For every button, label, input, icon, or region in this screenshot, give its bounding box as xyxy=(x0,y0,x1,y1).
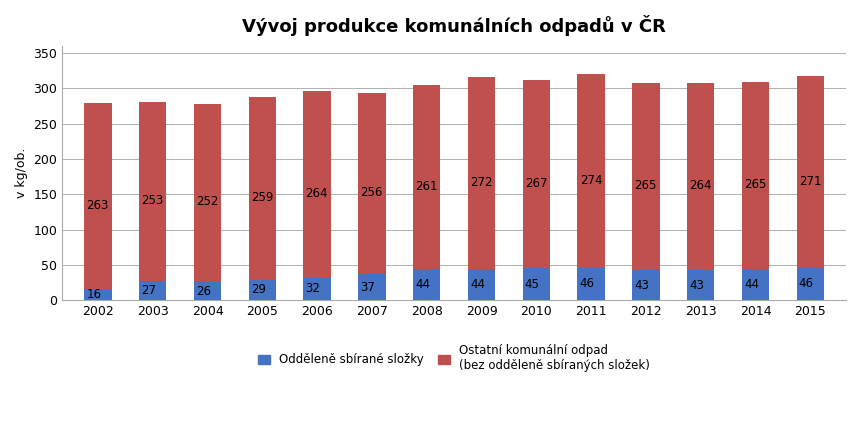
Text: 252: 252 xyxy=(196,195,219,208)
Bar xyxy=(468,269,495,300)
Bar xyxy=(632,83,660,270)
Legend: Odděleně sbírané složky, Ostatní komunální odpad
(bez odděleně sbíraných složek): Odděleně sbírané složky, Ostatní komunál… xyxy=(258,344,650,372)
Bar xyxy=(84,103,112,289)
Bar xyxy=(358,93,386,274)
Bar xyxy=(523,80,550,268)
Bar xyxy=(523,268,550,300)
Text: 16: 16 xyxy=(86,288,102,301)
Bar xyxy=(687,270,715,300)
Bar xyxy=(578,74,605,268)
Text: 272: 272 xyxy=(470,176,492,189)
Text: 261: 261 xyxy=(415,180,437,193)
Text: 271: 271 xyxy=(799,175,821,188)
Bar xyxy=(632,270,660,300)
Bar xyxy=(303,91,331,278)
Text: 45: 45 xyxy=(525,278,540,291)
Bar xyxy=(84,289,112,300)
Bar xyxy=(578,268,605,300)
Y-axis label: v kg/ob.: v kg/ob. xyxy=(15,148,28,198)
Bar xyxy=(249,280,276,300)
Bar xyxy=(139,102,166,281)
Bar xyxy=(249,97,276,280)
Bar xyxy=(358,274,386,300)
Text: 37: 37 xyxy=(361,281,375,294)
Bar xyxy=(139,281,166,300)
Text: 26: 26 xyxy=(196,284,211,298)
Bar xyxy=(194,104,221,282)
Text: 264: 264 xyxy=(690,179,712,192)
Text: 267: 267 xyxy=(525,177,548,190)
Text: 43: 43 xyxy=(635,279,649,291)
Bar xyxy=(687,83,715,270)
Text: 274: 274 xyxy=(579,174,602,187)
Bar xyxy=(194,282,221,300)
Text: 44: 44 xyxy=(415,278,430,291)
Bar xyxy=(413,85,441,269)
Bar xyxy=(742,269,769,300)
Bar xyxy=(796,268,824,300)
Text: 27: 27 xyxy=(141,284,156,297)
Bar xyxy=(796,76,824,268)
Text: 256: 256 xyxy=(361,186,383,199)
Title: Vývoj produkce komunálních odpadů v ČR: Vývoj produkce komunálních odpadů v ČR xyxy=(242,15,666,36)
Text: 46: 46 xyxy=(799,277,814,291)
Text: 253: 253 xyxy=(141,194,164,207)
Text: 44: 44 xyxy=(470,278,485,291)
Bar xyxy=(742,82,769,269)
Text: 264: 264 xyxy=(306,187,328,200)
Bar xyxy=(303,278,331,300)
Text: 29: 29 xyxy=(251,283,266,296)
Text: 46: 46 xyxy=(579,277,595,291)
Text: 32: 32 xyxy=(306,283,320,295)
Text: 43: 43 xyxy=(690,279,704,291)
Text: 259: 259 xyxy=(251,191,273,204)
Text: 263: 263 xyxy=(86,199,108,212)
Text: 44: 44 xyxy=(744,278,759,291)
Bar xyxy=(468,77,495,269)
Text: 265: 265 xyxy=(635,179,657,192)
Bar xyxy=(413,269,441,300)
Text: 265: 265 xyxy=(744,178,766,191)
